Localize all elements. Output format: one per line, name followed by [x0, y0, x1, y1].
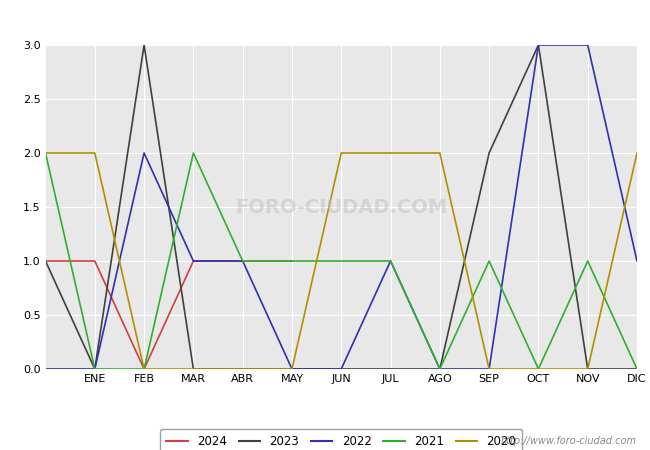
- Text: FORO-CIUDAD.COM: FORO-CIUDAD.COM: [235, 198, 447, 216]
- Text: http://www.foro-ciudad.com: http://www.foro-ciudad.com: [501, 436, 637, 446]
- Legend: 2024, 2023, 2022, 2021, 2020: 2024, 2023, 2022, 2021, 2020: [161, 429, 522, 450]
- Text: Matriculaciones de Vehiculos en Torrecampo: Matriculaciones de Vehiculos en Torrecam…: [141, 9, 509, 27]
